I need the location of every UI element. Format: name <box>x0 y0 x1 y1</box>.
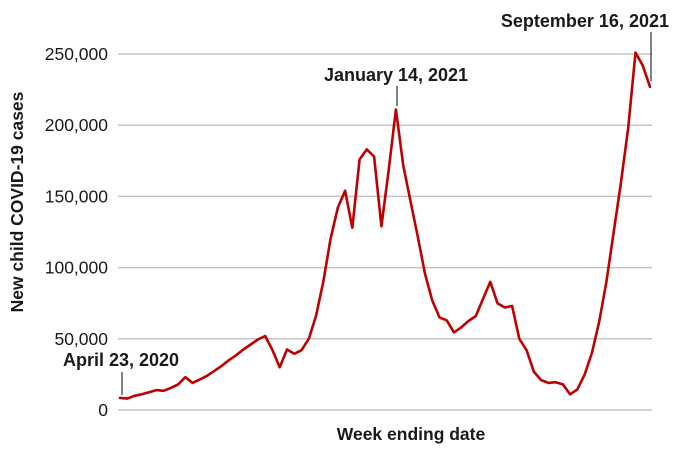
x-axis-title: Week ending date <box>337 424 486 444</box>
y-tick-label: 0 <box>98 400 108 420</box>
y-tick-label: 150,000 <box>45 186 109 206</box>
annotation-label: April 23, 2020 <box>63 350 179 370</box>
y-tick-label: 250,000 <box>45 44 109 64</box>
y-axis-title: New child COVID-19 cases <box>7 91 27 312</box>
cases-line-series <box>118 51 652 400</box>
y-tick-label: 50,000 <box>54 329 108 349</box>
annotation-label: September 16, 2021 <box>501 11 669 31</box>
y-tick-label: 100,000 <box>45 258 109 278</box>
annotation-label: January 14, 2021 <box>324 65 468 85</box>
y-tick-label: 200,000 <box>45 115 109 135</box>
